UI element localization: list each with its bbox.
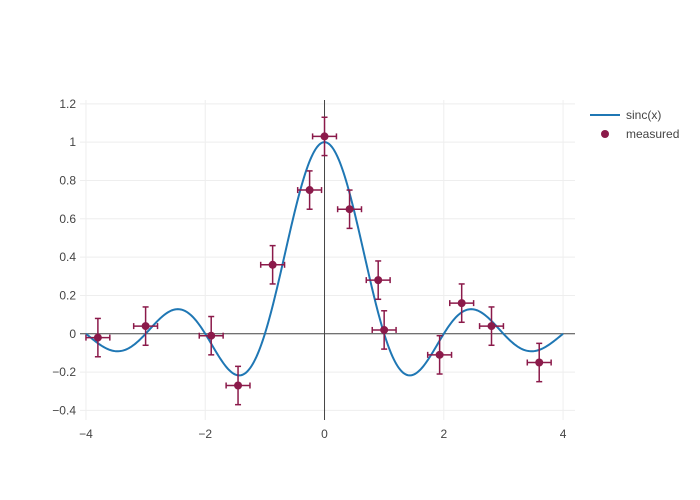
x-tick-label: −2: [198, 427, 212, 441]
y-tick-label: 0.6: [59, 212, 76, 226]
y-tick-label: −0.2: [52, 365, 76, 379]
data-point: [449, 283, 475, 324]
data-marker: [93, 333, 102, 342]
data-marker: [380, 325, 389, 334]
legend-label: measured: [626, 127, 679, 141]
x-tick-label: 2: [440, 427, 447, 441]
data-point: [365, 260, 391, 301]
data-point: [526, 342, 552, 383]
data-point: [336, 189, 363, 230]
data-marker: [234, 381, 243, 390]
data-point: [371, 310, 397, 350]
y-tick-label: −0.4: [52, 403, 76, 417]
tick-label-layer: −4 −2 0 2 4 −0.4 −0.2 0 0.2 0.4 0.6 0.8 1 1.2: [52, 97, 566, 441]
legend[interactable]: sinc(x) measured: [590, 108, 679, 141]
y-tick-label: 0.2: [59, 288, 76, 302]
x-tick-label: 4: [560, 427, 567, 441]
legend-swatch-marker: [601, 130, 609, 138]
data-marker: [487, 322, 496, 331]
data-marker: [141, 322, 150, 331]
y-tick-label: 1.2: [59, 97, 76, 111]
legend-item-sinc[interactable]: sinc(x): [590, 108, 661, 122]
y-tick-label: 0.8: [59, 173, 76, 187]
data-point: [426, 334, 453, 375]
data-point: [198, 315, 224, 356]
data-marker: [457, 299, 466, 308]
data-point: [85, 317, 111, 358]
data-marker: [305, 186, 314, 195]
legend-item-measured[interactable]: measured: [601, 127, 679, 141]
grid-layer: [80, 100, 575, 420]
data-point: [225, 365, 251, 406]
data-marker: [207, 331, 216, 340]
data-marker: [535, 358, 544, 367]
x-tick-label: 0: [321, 427, 328, 441]
data-point: [259, 244, 286, 285]
y-tick-label: 1: [69, 135, 76, 149]
data-marker: [345, 205, 354, 214]
data-point: [296, 170, 323, 210]
y-tick-label: 0: [69, 327, 76, 341]
data-marker: [320, 132, 329, 141]
marker-layer: [85, 116, 552, 406]
y-tick-label: 0.4: [59, 250, 76, 264]
data-marker: [374, 276, 383, 285]
data-marker: [268, 260, 277, 269]
data-marker: [435, 350, 444, 359]
x-tick-label: −4: [79, 427, 93, 441]
legend-label: sinc(x): [626, 108, 661, 122]
data-point: [478, 306, 505, 347]
data-point: [132, 306, 159, 347]
data-point: [311, 116, 338, 157]
